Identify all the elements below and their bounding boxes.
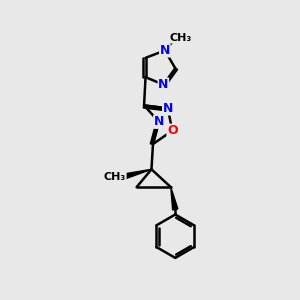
Text: CH₃: CH₃: [169, 33, 192, 43]
Text: N: N: [160, 44, 170, 57]
Polygon shape: [171, 187, 178, 210]
Text: N: N: [158, 78, 169, 91]
Text: O: O: [167, 124, 178, 137]
Text: N: N: [154, 115, 164, 128]
Polygon shape: [123, 169, 152, 179]
Text: N: N: [163, 102, 173, 115]
Text: CH₃: CH₃: [104, 172, 126, 182]
